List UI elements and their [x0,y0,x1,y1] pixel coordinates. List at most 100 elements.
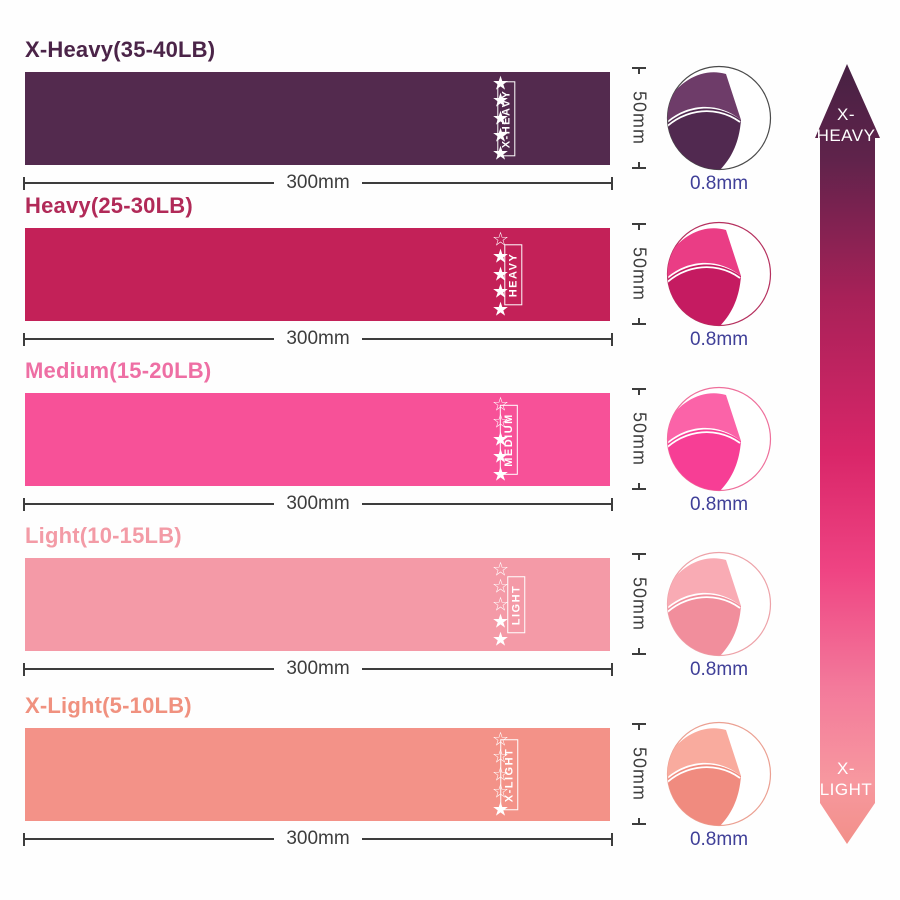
star-filled-icon: ★ [491,446,509,468]
folded-band-photo [666,551,772,657]
dimension-line [361,838,612,840]
band-rect: ☆ ☆ ☆ ☆ ★ X-LIGHT [25,728,610,821]
star-rating: ☆ ★ ★ ★ ★ [491,230,509,320]
star-filled-icon: ★ [491,281,509,303]
height-dimension: 50mm [624,223,654,325]
thickness-photo [666,221,772,327]
star-filled-icon: ★ [491,463,509,485]
resistance-gradient-arrow: X- HEAVY X- LIGHT [800,64,892,844]
band-rect: ☆ ☆ ☆ ★ ★ LIGHT [25,558,610,651]
star-filled-icon: ★ [491,798,509,820]
star-rating: ★ ★ ★ ★ ★ [491,74,509,164]
dimension-tick-right [611,832,614,846]
dimension-line [361,668,612,670]
arrow-bottom-label-line1: X- [837,759,855,778]
star-empty-icon: ☆ [491,763,509,785]
thickness-photo [666,721,772,827]
width-dimension: 300mm [23,327,614,351]
folded-band-photo [666,65,772,171]
dimension-tick-left [23,662,25,676]
dimension-line [361,503,612,505]
band-title: Medium(15-20LB) [25,358,212,383]
dimension-tick-right [611,662,614,676]
height-dimension: 50mm [624,67,654,169]
dimension-line [361,338,612,340]
dimension-line [25,338,275,340]
star-filled-icon: ★ [491,298,509,320]
band-row: Heavy(25-30LB) ☆ ★ ★ ★ ★ HEAVY 50mm 300mm [0,193,900,362]
thickness-label: 0.8mm [689,173,749,194]
star-filled-icon: ★ [491,142,509,164]
width-dimension-label: 300mm [286,172,350,193]
height-dimension-label: 50mm [629,246,650,301]
band-title: Heavy(25-30LB) [25,193,193,218]
dimension-tick-left [23,832,25,846]
dimension-tick-bottom [632,161,646,169]
star-filled-icon: ★ [491,90,509,112]
dimension-line [25,182,275,184]
arrow-bottom-label: X- LIGHT [800,758,892,800]
arrow-bottom-label-line2: LIGHT [819,780,873,799]
band-row: Medium(15-20LB) ☆ ☆ ★ ★ ★ MEDIUM 50mm 300mm [0,358,900,527]
thickness-photo [666,65,772,171]
band-title: X-Heavy(35-40LB) [25,37,216,62]
thickness-photo [666,551,772,657]
star-rating: ☆ ☆ ☆ ☆ ★ [491,728,509,820]
thickness-label: 0.8mm [689,329,749,350]
dimension-line [25,838,275,840]
band-row: Light(10-15LB) ☆ ☆ ☆ ★ ★ LIGHT 50mm 300mm [0,523,900,692]
folded-band-photo [666,721,772,827]
width-dimension: 300mm [23,171,614,195]
band-tag-label: HEAVY [504,244,523,305]
width-dimension: 300mm [23,827,614,851]
thickness-label: 0.8mm [689,659,749,680]
height-dimension: 50mm [624,388,654,490]
star-filled-icon: ★ [491,428,509,450]
star-filled-icon: ★ [491,611,509,633]
dimension-tick-right [611,497,614,511]
height-dimension-label: 50mm [629,411,650,466]
dimension-tick-bottom [632,647,646,655]
dimension-tick-top [632,388,646,395]
star-empty-icon: ☆ [491,746,509,768]
dimension-tick-bottom [632,817,646,825]
dimension-line [25,668,275,670]
band-tag-label: MEDIUM [500,404,519,475]
star-empty-icon: ☆ [491,576,509,598]
dimension-tick-bottom [632,317,646,325]
band-rect: ★ ★ ★ ★ ★ X-HEAVY [25,72,610,165]
width-dimension: 300mm [23,657,614,681]
star-filled-icon: ★ [491,107,509,129]
height-dimension: 50mm [624,723,654,825]
band-rect: ☆ ☆ ★ ★ ★ MEDIUM [25,393,610,486]
band-tag-label: LIGHT [506,576,525,633]
width-dimension: 300mm [23,492,614,516]
band-tag-label: X-HEAVY [497,81,516,156]
height-dimension-label: 50mm [629,746,650,801]
star-empty-icon: ☆ [491,558,509,580]
star-empty-icon: ☆ [491,593,509,615]
width-dimension-label: 300mm [286,328,350,349]
width-dimension-label: 300mm [286,493,350,514]
band-row: X-Light(5-10LB) ☆ ☆ ☆ ☆ ★ X-LIGHT 50mm 300mm [0,693,900,862]
folded-band-photo [666,221,772,327]
height-dimension-label: 50mm [629,90,650,145]
star-empty-icon: ☆ [491,393,509,415]
star-empty-icon: ☆ [491,728,509,750]
star-empty-icon: ☆ [491,781,509,803]
height-dimension: 50mm [624,553,654,655]
thickness-label: 0.8mm [689,494,749,515]
dimension-line [25,503,275,505]
star-rating: ☆ ☆ ★ ★ ★ [491,393,509,485]
star-filled-icon: ★ [491,246,509,268]
dimension-tick-left [23,332,25,346]
dimension-tick-bottom [632,482,646,490]
star-empty-icon: ☆ [491,411,509,433]
height-dimension-label: 50mm [629,576,650,631]
thickness-label: 0.8mm [689,829,749,850]
dimension-tick-right [611,176,614,190]
arrow-top-label: X- HEAVY [800,104,892,146]
arrow-top-label-line2: HEAVY [816,126,876,145]
band-rect: ☆ ★ ★ ★ ★ HEAVY [25,228,610,321]
